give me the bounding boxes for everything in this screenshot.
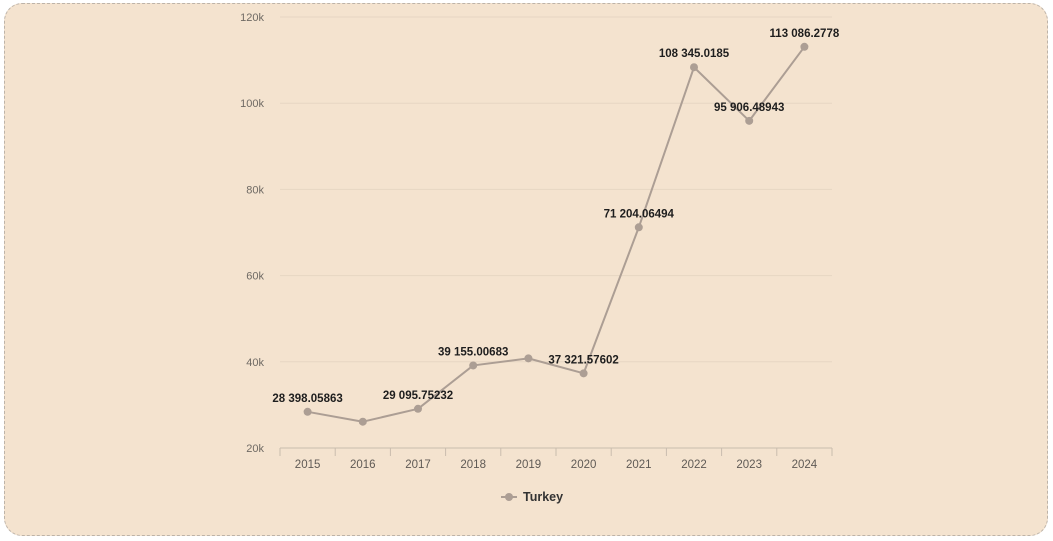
x-axis: 2015 2016 2017 2018 2019 2020 2021 2022 2023 2024 bbox=[279, 447, 833, 471]
y-tick-label: 60k bbox=[246, 271, 264, 283]
x-tick-label: 2016 bbox=[350, 459, 376, 471]
y-tick-label: 100k bbox=[240, 98, 264, 110]
grid-lines bbox=[280, 16, 832, 363]
x-tick-label: 2019 bbox=[516, 459, 542, 471]
data-label: 95 906.48943 bbox=[714, 102, 784, 114]
data-point bbox=[358, 417, 367, 426]
legend[interactable]: Turkey bbox=[501, 490, 563, 504]
data-point bbox=[634, 223, 643, 232]
data-point bbox=[303, 407, 312, 416]
x-tick-label: 2017 bbox=[405, 459, 431, 471]
data-label: 39 155.00683 bbox=[438, 346, 508, 358]
data-label: 71 204.06494 bbox=[604, 208, 675, 220]
legend-marker bbox=[505, 493, 513, 501]
data-point bbox=[469, 361, 478, 370]
data-label: 28 398.05863 bbox=[272, 393, 342, 405]
x-tick-label: 2022 bbox=[681, 459, 707, 471]
x-tick-label: 2023 bbox=[736, 459, 762, 471]
data-label: 113 086.2778 bbox=[770, 28, 840, 40]
y-axis-ticks: 20k 40k 60k 80k 100k 120k bbox=[240, 12, 264, 455]
data-point bbox=[745, 116, 754, 125]
x-tick-label: 2024 bbox=[792, 459, 818, 471]
y-tick-label: 80k bbox=[246, 184, 264, 196]
data-labels: 28 398.05863 29 095.75232 39 155.00683 37 3… bbox=[272, 28, 839, 405]
y-tick-label: 40k bbox=[246, 357, 264, 369]
legend-label: Turkey bbox=[523, 490, 563, 504]
chart-card bbox=[4, 3, 1048, 536]
data-point bbox=[524, 354, 533, 363]
data-point bbox=[800, 42, 809, 51]
x-tick-label: 2018 bbox=[460, 459, 486, 471]
y-tick-label: 20k bbox=[246, 443, 264, 455]
data-point bbox=[690, 63, 698, 72]
data-label: 108 345.0185 bbox=[659, 48, 730, 60]
y-tick-label: 120k bbox=[240, 12, 264, 24]
data-label: 37 321.57602 bbox=[548, 354, 618, 366]
series-line bbox=[307, 46, 806, 423]
data-point bbox=[414, 404, 422, 413]
x-tick-label: 2020 bbox=[571, 459, 597, 471]
data-label: 29 095.75232 bbox=[383, 390, 453, 402]
series-turkey bbox=[303, 42, 809, 426]
x-tick-label: 2021 bbox=[626, 459, 652, 471]
x-tick-label: 2015 bbox=[295, 459, 321, 471]
data-point bbox=[579, 369, 588, 378]
